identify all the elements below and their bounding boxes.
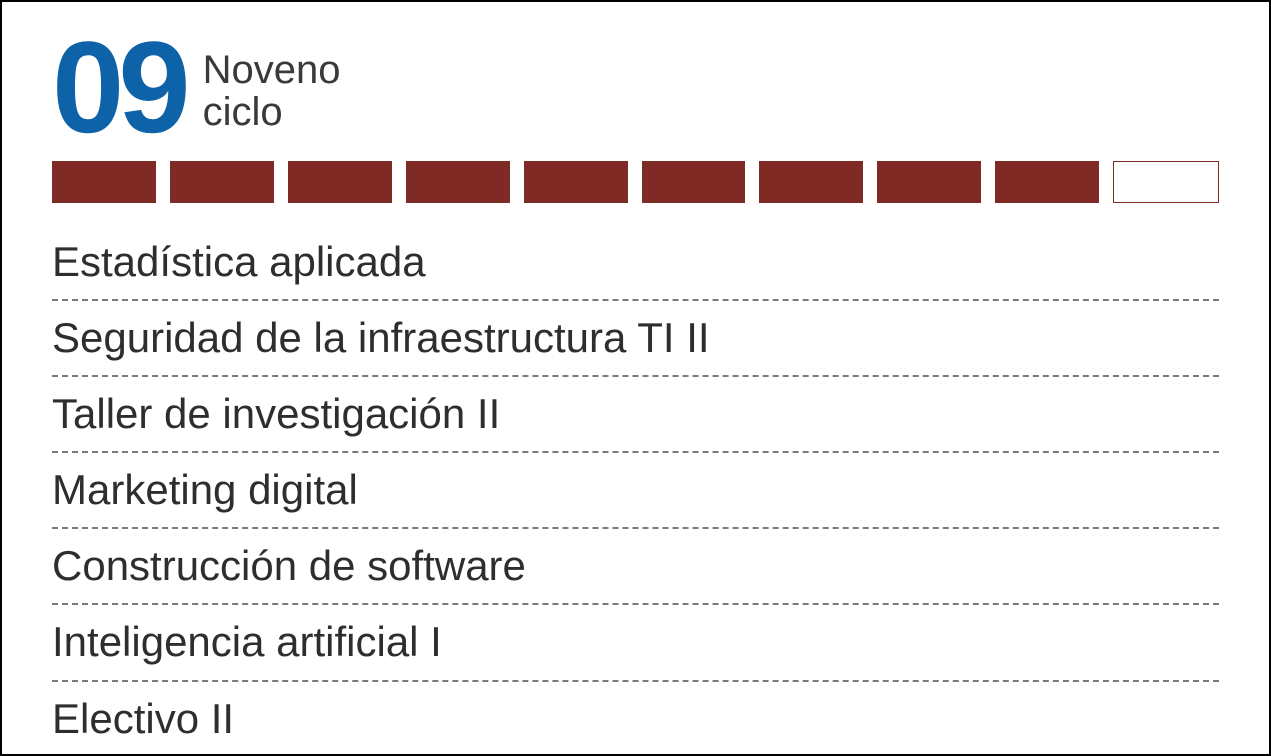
progress-segment (170, 161, 274, 203)
progress-segment (288, 161, 392, 203)
progress-bar (52, 161, 1219, 203)
progress-segment (877, 161, 981, 203)
course-item: Construcción de software (52, 529, 1219, 605)
card-header: 09 Noveno ciclo (52, 32, 1219, 143)
progress-segment (759, 161, 863, 203)
course-item: Marketing digital (52, 453, 1219, 529)
progress-segment (642, 161, 746, 203)
course-item: Estadística aplicada (52, 225, 1219, 301)
cycle-card: 09 Noveno ciclo Estadística aplicadaSegu… (0, 0, 1271, 756)
progress-segment (52, 161, 156, 203)
progress-segment (524, 161, 628, 203)
cycle-title-line1: Noveno (203, 49, 341, 91)
course-item: Inteligencia artificial I (52, 605, 1219, 681)
progress-segment (995, 161, 1099, 203)
progress-segment (406, 161, 510, 203)
course-list: Estadística aplicadaSeguridad de la infr… (52, 225, 1219, 756)
cycle-title-line2: ciclo (203, 91, 341, 133)
cycle-number: 09 (52, 32, 185, 143)
course-item: Taller de investigación II (52, 377, 1219, 453)
cycle-title: Noveno ciclo (203, 41, 341, 133)
course-item: Seguridad de la infraestructura TI II (52, 301, 1219, 377)
progress-segment (1113, 161, 1219, 203)
course-item: Electivo II (52, 682, 1219, 756)
